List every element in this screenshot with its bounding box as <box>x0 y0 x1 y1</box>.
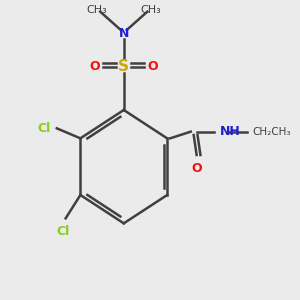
Text: S: S <box>118 59 129 74</box>
Text: O: O <box>147 60 158 73</box>
Text: CH₃: CH₃ <box>140 5 161 15</box>
Text: O: O <box>90 60 100 73</box>
Text: O: O <box>191 162 202 175</box>
Text: Cl: Cl <box>56 225 69 238</box>
Text: CH₂CH₃: CH₂CH₃ <box>253 127 291 137</box>
Text: CH₃: CH₃ <box>87 5 108 15</box>
Text: Cl: Cl <box>38 122 51 135</box>
Text: NH: NH <box>220 125 241 138</box>
Text: N: N <box>118 27 129 40</box>
